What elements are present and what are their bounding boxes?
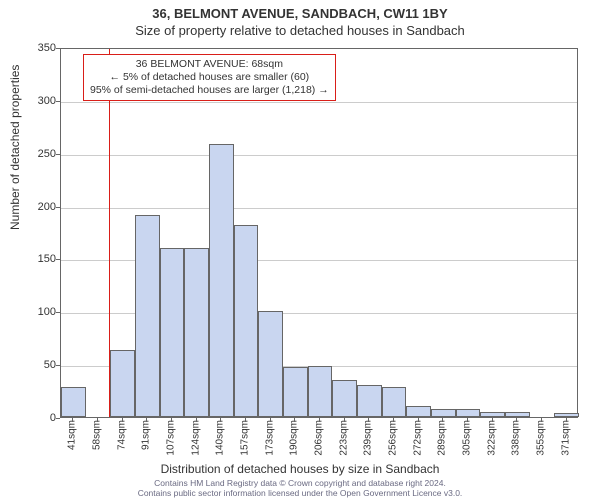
gridline <box>61 155 577 156</box>
annotation-line1: 36 BELMONT AVENUE: 68sqm <box>90 58 329 71</box>
x-tick-mark <box>467 418 468 422</box>
x-tick-mark <box>196 418 197 422</box>
x-tick-label: 206sqm <box>314 420 325 456</box>
footer-line1: Contains HM Land Registry data © Crown c… <box>0 478 600 488</box>
x-tick-label: 124sqm <box>190 420 201 456</box>
x-tick-label: 371sqm <box>560 420 571 456</box>
x-tick-label: 355sqm <box>536 420 547 456</box>
histogram-bar <box>382 387 407 417</box>
x-tick-label: 272sqm <box>412 420 423 456</box>
histogram-bar <box>554 413 579 417</box>
histogram-bar <box>160 248 185 417</box>
x-tick-label: 289sqm <box>437 420 448 456</box>
x-tick-label: 74sqm <box>116 420 127 450</box>
x-tick-mark <box>294 418 295 422</box>
x-tick-label: 322sqm <box>486 420 497 456</box>
annotation-line3: 95% of semi-detached houses are larger (… <box>90 84 329 97</box>
x-tick-label: 239sqm <box>363 420 374 456</box>
page-subtitle: Size of property relative to detached ho… <box>0 21 600 38</box>
x-tick-label: 140sqm <box>215 420 226 456</box>
x-tick-mark <box>368 418 369 422</box>
y-tick-label: 100 <box>16 306 56 318</box>
y-tick-mark <box>56 207 60 208</box>
histogram-bar <box>234 225 259 417</box>
histogram-bar <box>406 406 431 417</box>
x-tick-label: 190sqm <box>289 420 300 456</box>
x-tick-label: 223sqm <box>338 420 349 456</box>
plot-area <box>60 48 578 418</box>
x-tick-mark <box>97 418 98 422</box>
x-tick-mark <box>270 418 271 422</box>
y-tick-mark <box>56 101 60 102</box>
y-tick-mark <box>56 312 60 313</box>
y-tick-mark <box>56 418 60 419</box>
y-tick-mark <box>56 365 60 366</box>
chart-container: 36, BELMONT AVENUE, SANDBACH, CW11 1BY S… <box>0 0 600 500</box>
histogram-bar <box>480 412 505 417</box>
histogram-bar <box>110 350 135 417</box>
histogram-bar <box>61 387 86 417</box>
x-tick-mark <box>319 418 320 422</box>
page-title: 36, BELMONT AVENUE, SANDBACH, CW11 1BY <box>0 0 600 21</box>
histogram-bar <box>283 367 308 417</box>
x-tick-mark <box>566 418 567 422</box>
gridline <box>61 208 577 209</box>
x-tick-label: 91sqm <box>141 420 152 450</box>
histogram-bar <box>184 248 209 417</box>
histogram-bar <box>431 409 456 417</box>
x-tick-mark <box>122 418 123 422</box>
x-tick-mark <box>220 418 221 422</box>
y-tick-label: 150 <box>16 253 56 265</box>
x-axis-label: Distribution of detached houses by size … <box>0 462 600 476</box>
y-tick-label: 250 <box>16 148 56 160</box>
x-tick-mark <box>393 418 394 422</box>
property-marker-line <box>109 49 110 417</box>
x-tick-label: 338sqm <box>511 420 522 456</box>
x-tick-label: 107sqm <box>166 420 177 456</box>
x-tick-label: 157sqm <box>240 420 251 456</box>
x-tick-label: 173sqm <box>264 420 275 456</box>
x-tick-label: 256sqm <box>388 420 399 456</box>
x-tick-mark <box>442 418 443 422</box>
y-tick-label: 200 <box>16 201 56 213</box>
histogram-bar <box>456 409 481 417</box>
histogram-bar <box>357 385 382 417</box>
x-tick-mark <box>146 418 147 422</box>
x-tick-label: 305sqm <box>462 420 473 456</box>
y-tick-label: 0 <box>16 412 56 424</box>
x-tick-mark <box>541 418 542 422</box>
annotation-line2: ← 5% of detached houses are smaller (60) <box>90 71 329 84</box>
x-tick-label: 58sqm <box>92 420 103 450</box>
annotation-box: 36 BELMONT AVENUE: 68sqm ← 5% of detache… <box>83 54 336 101</box>
y-tick-mark <box>56 259 60 260</box>
gridline <box>61 102 577 103</box>
x-tick-mark <box>418 418 419 422</box>
histogram-bar <box>308 366 333 417</box>
footer: Contains HM Land Registry data © Crown c… <box>0 478 600 498</box>
x-tick-mark <box>516 418 517 422</box>
x-tick-label: 41sqm <box>67 420 78 450</box>
footer-line2: Contains public sector information licen… <box>0 488 600 498</box>
x-tick-mark <box>344 418 345 422</box>
y-tick-label: 50 <box>16 359 56 371</box>
y-tick-label: 300 <box>16 95 56 107</box>
x-tick-mark <box>171 418 172 422</box>
y-tick-label: 350 <box>16 42 56 54</box>
y-tick-mark <box>56 154 60 155</box>
x-tick-mark <box>492 418 493 422</box>
histogram-bar <box>258 311 283 417</box>
histogram-bar <box>505 412 530 417</box>
x-tick-mark <box>245 418 246 422</box>
histogram-bar <box>209 144 234 417</box>
histogram-bar <box>135 215 160 417</box>
x-tick-mark <box>72 418 73 422</box>
histogram-bar <box>332 380 357 417</box>
y-tick-mark <box>56 48 60 49</box>
